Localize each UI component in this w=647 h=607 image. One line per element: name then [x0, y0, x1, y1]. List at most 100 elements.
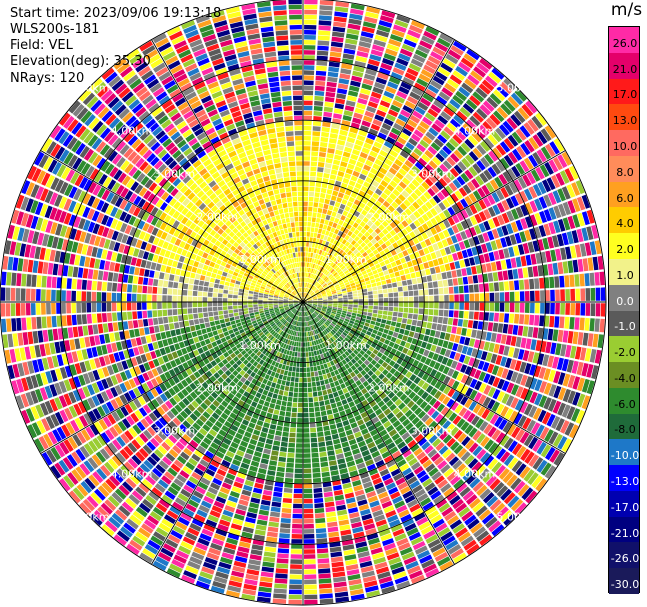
radar-gate [457, 161, 467, 172]
radar-gate [245, 516, 256, 524]
radar-gate [447, 227, 455, 236]
radar-gate [314, 281, 318, 286]
radar-gate [317, 354, 322, 360]
radar-gate [276, 558, 289, 564]
radar-gate [262, 378, 268, 385]
radar-gate [442, 449, 452, 459]
radar-gate [309, 309, 313, 314]
radar-gate [260, 458, 269, 465]
radar-gate [348, 18, 362, 26]
radar-gate [390, 261, 397, 268]
radar-gate [285, 381, 290, 387]
radar-gate [509, 280, 515, 291]
radar-gate [474, 202, 483, 212]
radar-gate [498, 249, 505, 260]
radar-gate [283, 391, 289, 397]
radar-gate [337, 277, 342, 282]
radar-gate [328, 299, 333, 301]
radar-gate [478, 222, 486, 233]
radar-gate [304, 35, 316, 40]
radar-gate [421, 232, 429, 240]
radar-gate [342, 53, 355, 60]
radar-gate [473, 284, 479, 293]
radar-gate [312, 304, 318, 306]
radar-gate [277, 322, 282, 327]
radar-gate [443, 467, 454, 478]
radar-gate [174, 358, 182, 366]
radar-gate [276, 563, 289, 569]
radar-gate [354, 362, 360, 368]
radar-gate [339, 410, 346, 417]
radar-gate [341, 359, 347, 365]
radar-gate [476, 448, 487, 460]
radar-gate [386, 552, 400, 561]
radar-gate [469, 378, 478, 389]
radar-gate [334, 217, 340, 224]
radar-gate [550, 342, 557, 355]
radar-gate [309, 407, 315, 413]
radar-gate [189, 556, 203, 565]
radar-gate [320, 289, 325, 293]
radar-gate [422, 501, 434, 511]
radar-gate [297, 352, 301, 357]
radar-gate [323, 491, 333, 498]
radar-gate [267, 347, 273, 353]
radar-gate [311, 247, 315, 253]
radar-gate [421, 213, 430, 222]
radar-gate [396, 90, 408, 100]
radar-gate [180, 512, 193, 522]
radar-gate [510, 397, 519, 409]
radar-gate [215, 496, 227, 504]
radar-gate [459, 259, 466, 268]
radar-gate [193, 409, 202, 418]
radar-gate [62, 457, 74, 470]
radar-gate [252, 455, 261, 463]
radar-gate [319, 598, 334, 604]
radar-gate [288, 594, 302, 600]
radar-gate [307, 316, 309, 321]
radar-gate [322, 305, 328, 307]
radar-gate [369, 352, 376, 359]
radar-gate [388, 109, 399, 118]
radar-gate [291, 308, 296, 312]
radar-gate [291, 320, 295, 325]
radar-gate [361, 197, 369, 205]
radar-gate [330, 46, 343, 53]
radar-gate [351, 327, 357, 332]
radar-gate [484, 153, 494, 165]
radar-gate [330, 330, 335, 336]
radar-gate [333, 239, 338, 245]
radar-gate [348, 219, 355, 226]
radar-gate [324, 501, 335, 508]
radar-gate [594, 272, 600, 286]
radar-gate [592, 256, 599, 271]
radar-gate [208, 547, 221, 556]
radar-gate [119, 394, 128, 405]
radar-gate [370, 547, 383, 555]
radar-gate [363, 273, 369, 279]
radar-gate [306, 362, 310, 367]
radar-gate [296, 367, 300, 372]
radar-gate [92, 437, 103, 450]
radar-gate [195, 580, 210, 590]
radar-gate [387, 81, 399, 90]
radar-gate [439, 33, 454, 44]
radar-gate [248, 559, 261, 566]
radar-gate [396, 14, 411, 24]
radar-gate [335, 363, 341, 369]
radar-gate [306, 242, 309, 247]
radar-gate [335, 266, 340, 272]
radar-gate [314, 269, 317, 275]
radar-gate [128, 427, 138, 438]
radar-gate [567, 200, 576, 214]
radar-gate [374, 396, 382, 404]
radar-gate [337, 307, 343, 311]
radar-gate [330, 403, 337, 409]
radar-gate [465, 207, 474, 217]
radar-gate [511, 208, 519, 220]
radar-gate [381, 433, 391, 442]
radar-gate [430, 104, 442, 114]
radar-gate [279, 528, 291, 534]
radar-gate [304, 0, 318, 5]
radar-gate [495, 189, 505, 201]
